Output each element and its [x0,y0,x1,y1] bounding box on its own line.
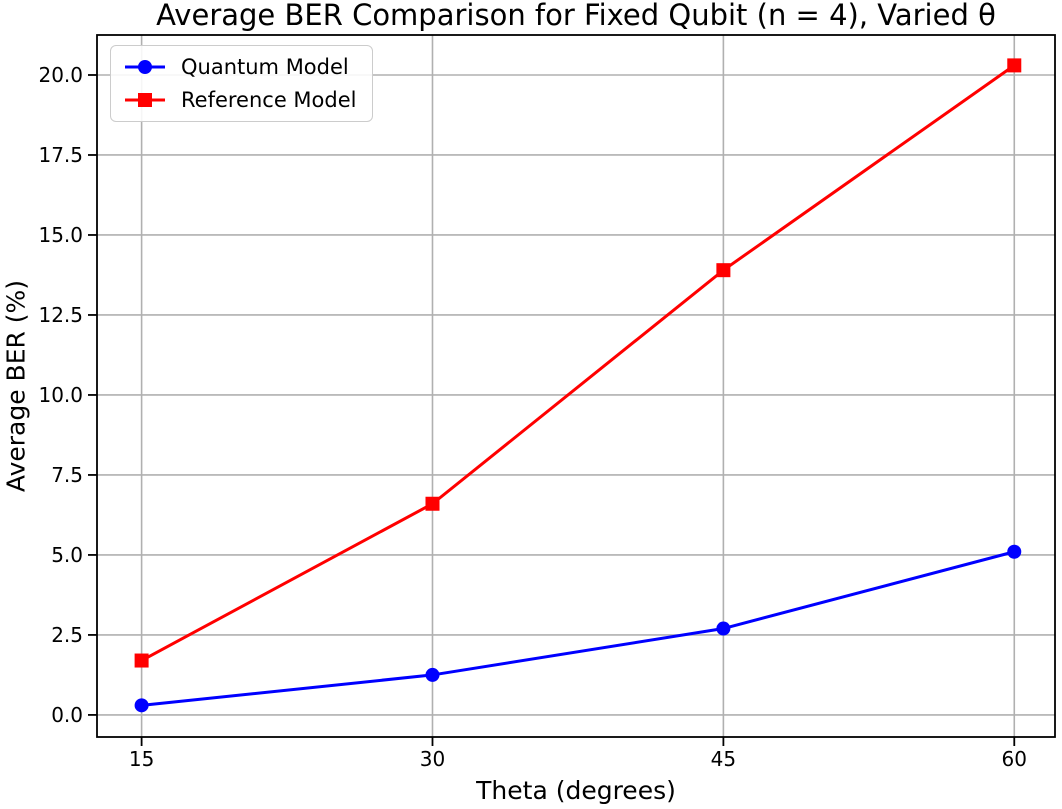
y-tick-label: 7.5 [51,463,83,487]
axes-spines [96,34,1056,738]
data-point-square [716,263,731,278]
line-square-marker-icon [125,93,165,107]
x-tick-label: 30 [420,747,445,771]
y-tick-label: 0.0 [51,703,83,727]
series-line-0 [141,550,1015,707]
x-tick-label: 60 [1002,747,1027,771]
data-point-circle [425,667,440,682]
legend-entry-quantum-model: Quantum Model [123,53,356,81]
y-tick-label: 15.0 [38,223,83,247]
data-point-circle [1007,544,1022,559]
plot-background [97,35,1055,737]
y-tick-label: 5.0 [51,543,83,567]
legend-label: Reference Model [181,88,357,112]
y-tick-label: 17.5 [38,143,83,167]
legend: Quantum Model Reference Model [110,45,374,122]
x-tick-label: 15 [129,747,154,771]
data-point-square [425,496,440,511]
data-point-square [134,653,149,668]
data-point-circle [134,698,149,713]
legend-sample-circle [138,60,152,74]
data-point-square [1007,58,1022,73]
x-axis-label: Theta (degrees) [476,776,676,805]
y-tick-label: 20.0 [38,63,83,87]
legend-entry-reference-model: Reference Model [123,86,356,114]
y-tick-label: 12.5 [38,303,83,327]
legend-sample-square [138,93,152,107]
legend-label: Quantum Model [181,55,349,79]
y-tick-label: 10.0 [38,383,83,407]
y-tick-label: 2.5 [51,623,83,647]
x-tick-label: 45 [711,747,736,771]
series-line-1 [140,64,1016,662]
data-point-circle [716,621,731,636]
line-circle-marker-icon [125,60,165,74]
y-axis-label: Average BER (%) [1,279,31,493]
chart-title: Average BER Comparison for Fixed Qubit (… [156,0,996,32]
